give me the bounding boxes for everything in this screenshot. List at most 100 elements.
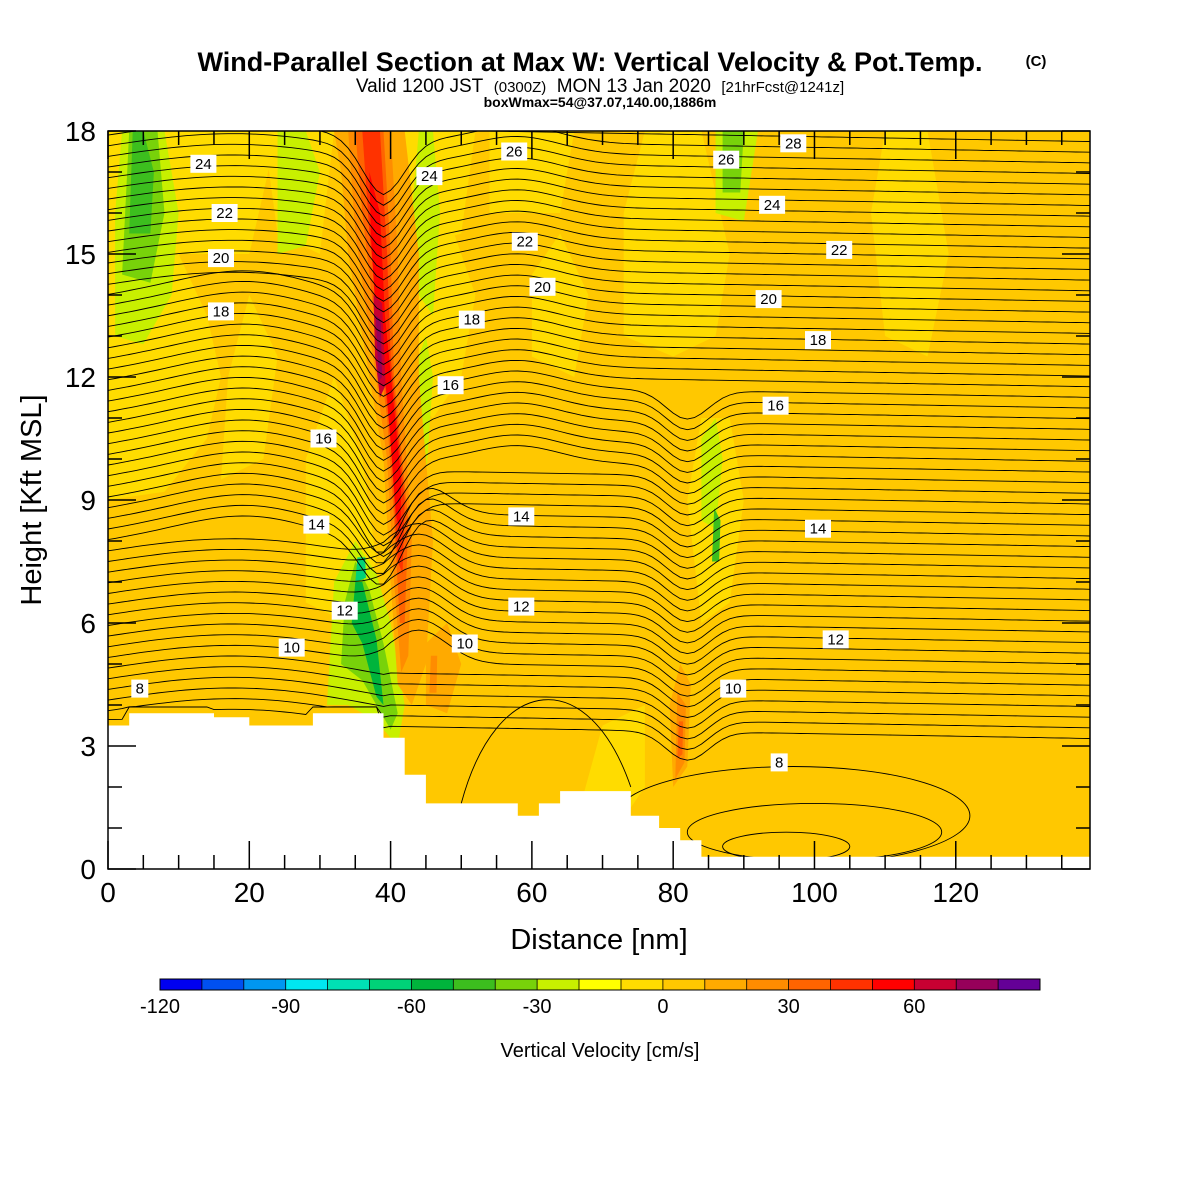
label-text: 26 — [718, 152, 735, 169]
label-bg — [211, 204, 238, 222]
label-text: 16 — [315, 431, 332, 448]
theta-contour-label: 12 — [822, 630, 849, 649]
label-text: 24 — [421, 168, 438, 185]
theta-contour-line — [108, 451, 1090, 536]
x-tick-label: 0 — [100, 877, 116, 908]
theta-contour-line — [108, 376, 1090, 461]
forecast-info: [21hrFcst@1241z] — [721, 79, 844, 96]
y-tick-label: 0 — [80, 854, 96, 885]
valid-utc: (0300Z) — [494, 79, 547, 96]
label-text: 14 — [308, 517, 325, 534]
label-bg — [508, 507, 535, 526]
theta-contour-label: 16 — [762, 396, 789, 415]
theta-contour-line — [108, 398, 1090, 483]
theta-contour-line — [108, 291, 1090, 376]
field-region — [677, 721, 684, 759]
x-tick-label: 40 — [375, 877, 406, 908]
theta-contour-line — [108, 154, 1090, 228]
label-text: 14 — [513, 508, 530, 525]
theta-contour-line — [108, 344, 1090, 429]
label-bg — [755, 290, 782, 309]
colorbar-swatch — [830, 979, 873, 990]
field-region — [221, 295, 278, 480]
theta-contour-label: 20 — [208, 249, 234, 268]
theta-contour-line — [108, 515, 1090, 585]
colorbar-swatch — [160, 979, 203, 990]
y-tick-label: 12 — [65, 362, 96, 393]
label-bg — [511, 232, 538, 251]
label-bg — [805, 519, 831, 538]
label-text: 8 — [136, 681, 144, 698]
y-tick-label: 18 — [65, 116, 96, 147]
label-bg — [780, 134, 807, 153]
colorbar-swatch — [285, 979, 329, 990]
colorbar-swatch — [369, 979, 412, 990]
label-text: 10 — [456, 636, 473, 653]
theta-contour-line — [108, 440, 1090, 526]
label-bg — [278, 638, 305, 657]
theta-contour-label: 22 — [826, 240, 853, 259]
valid-line: Valid 1200 JST (0300Z) MON 13 Jan 2020 [… — [356, 76, 844, 97]
label-text: 28 — [785, 135, 802, 152]
label-bg — [759, 195, 786, 214]
x-axis-label: Distance [nm] — [510, 924, 687, 956]
theta-contour-label: 8 — [770, 753, 788, 772]
field-region — [701, 418, 723, 529]
label-bg — [451, 634, 478, 653]
y-axis-label: Height [Kft MSL] — [16, 394, 48, 605]
theta-contour-label: 28 — [780, 134, 807, 153]
theta-contour-line — [108, 218, 1090, 292]
theta-contour-label: 12 — [331, 601, 358, 620]
colorbar-swatch — [704, 979, 748, 990]
theta-contour-line — [108, 504, 1090, 574]
x-tick-label: 20 — [234, 877, 265, 908]
label-bg — [762, 396, 789, 415]
field-region — [531, 233, 589, 377]
label-bg — [720, 679, 747, 698]
colorbar-tick-label: 0 — [657, 996, 668, 1018]
theta-contour-line — [108, 676, 1090, 729]
theta-contour-label: 10 — [451, 634, 478, 653]
theta-contour-line — [108, 576, 1090, 644]
theta-contour-label: 22 — [211, 204, 238, 222]
theta-contour-label: 22 — [511, 232, 538, 251]
theta-contour-line — [108, 629, 1090, 697]
label-text: 24 — [764, 197, 781, 214]
field-region — [355, 557, 366, 582]
theta-contour-line — [108, 302, 1090, 387]
theta-contour-line — [108, 197, 1090, 270]
theta-contour-line — [108, 131, 1090, 196]
label-text: 14 — [810, 521, 827, 538]
theta-contour-label: 24 — [416, 167, 443, 186]
theta-contour-line — [108, 261, 1090, 334]
theta-contour-line — [108, 186, 1090, 260]
colorbar-swatch — [621, 979, 664, 990]
theta-contour-line — [108, 618, 1090, 687]
colorbar-swatch — [495, 979, 538, 990]
colorbar-swatch — [662, 979, 706, 990]
theta-contour-line — [108, 533, 1090, 601]
x-tick-label: 120 — [932, 877, 979, 908]
theta-contour-label: 26 — [713, 150, 740, 169]
theta-contour-line — [108, 355, 1090, 440]
label-bg — [131, 679, 149, 698]
colorbar-tick-label: -60 — [397, 996, 426, 1018]
colorbar-swatch — [872, 979, 915, 990]
chart-title: Wind-Parallel Section at Max W: Vertical… — [198, 47, 983, 77]
colorbar-tick-label: 30 — [777, 996, 799, 1018]
x-tick-label: 60 — [516, 877, 547, 908]
field-region — [779, 418, 1090, 869]
theta-contour-line — [108, 544, 1090, 612]
theta-contour-line — [108, 586, 1090, 655]
theta-contour-line — [108, 239, 1090, 313]
x-axis-ticks: 0 20 40 60 80 100 120 — [100, 131, 1063, 908]
label-bg — [208, 249, 234, 268]
theta-contour-label: 8 — [131, 679, 149, 698]
label-bg — [208, 302, 234, 321]
theta-contour-line — [108, 698, 1090, 750]
label-bg — [303, 515, 330, 534]
terrain-mask — [108, 713, 1090, 869]
copyright-mark: (C) — [1026, 53, 1047, 70]
theta-contour-line — [108, 334, 1090, 419]
